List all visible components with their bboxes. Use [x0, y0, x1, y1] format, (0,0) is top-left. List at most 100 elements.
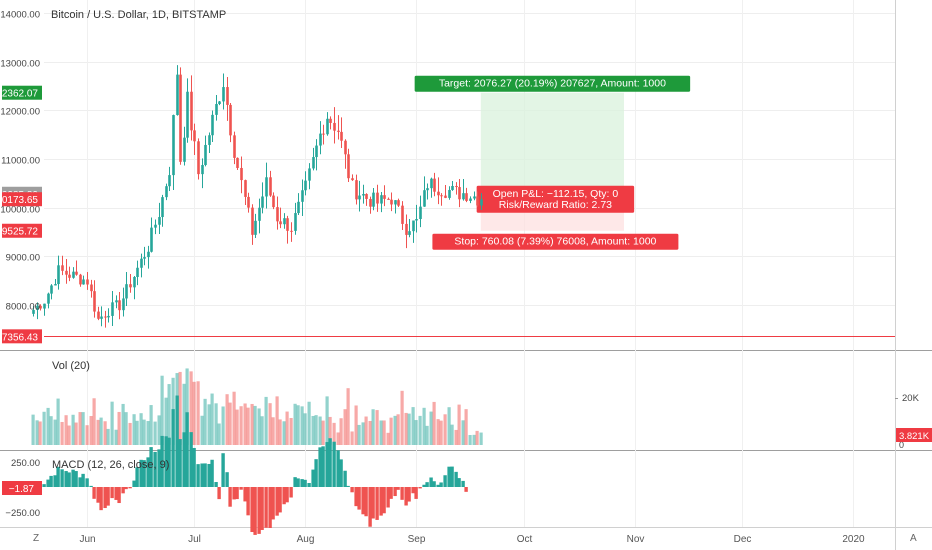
candle-body	[226, 87, 229, 105]
volume-bar	[282, 421, 286, 445]
macd-bar	[268, 487, 272, 528]
candle-body	[218, 101, 221, 105]
macd-bar	[422, 484, 426, 487]
auto-scale-icon[interactable]: A	[910, 533, 917, 544]
candle-body	[408, 231, 411, 235]
candle-body	[90, 284, 93, 292]
candle-body	[344, 140, 347, 155]
candle-body	[179, 74, 182, 162]
macd-bar	[178, 439, 182, 487]
candle-body	[240, 167, 243, 181]
macd-bar	[78, 477, 82, 487]
volume-bar	[42, 411, 46, 445]
macd-bar	[243, 487, 247, 502]
candle-body	[107, 315, 110, 318]
volume-bar	[472, 434, 476, 445]
candle-body	[365, 193, 368, 199]
volume-bar	[117, 411, 121, 445]
macd-bar	[260, 487, 264, 530]
candle-body	[118, 300, 121, 311]
candle-body	[147, 251, 150, 258]
macd-last-label: −1.87	[9, 484, 35, 495]
volume-bar	[468, 435, 472, 445]
candle-body	[405, 223, 408, 235]
macd-bar	[235, 487, 239, 500]
time-tick-label: Sep	[408, 534, 426, 545]
candle-body	[462, 193, 465, 200]
macd-bar	[411, 487, 415, 494]
volume-bar	[343, 409, 347, 445]
candle-body	[258, 207, 261, 221]
macd-bar	[96, 487, 100, 503]
candle-body	[315, 145, 318, 158]
macd-tick-label: −250.00	[5, 508, 40, 519]
labels: 3.821K−1.8712362.0710285.8010173.659525.…	[0, 85, 932, 495]
candle-body	[433, 178, 436, 192]
time-tick-label: Jun	[79, 534, 95, 545]
candle-body	[72, 271, 75, 278]
candle-body	[333, 122, 336, 131]
volume-bar	[185, 368, 189, 445]
macd-bar	[135, 467, 139, 487]
target-label-box	[414, 75, 691, 92]
macd-last-tag	[2, 481, 42, 495]
candle-body	[401, 205, 404, 224]
macd-bar	[336, 450, 340, 487]
candle-body	[276, 207, 279, 222]
volume-bar	[60, 421, 64, 445]
volume-bar	[210, 393, 214, 445]
volume-bar	[354, 405, 358, 445]
volume-bar	[214, 403, 218, 445]
macd-bar	[175, 395, 179, 487]
macd-bar	[128, 487, 132, 489]
time-tick-label: Nov	[627, 534, 645, 545]
macd-bar	[64, 471, 68, 487]
macd-bar	[160, 435, 164, 487]
candle-body	[304, 180, 307, 191]
macd-bar	[354, 487, 358, 507]
volume-bar	[425, 425, 429, 445]
macd-bar	[74, 471, 78, 487]
candle-body	[476, 196, 479, 206]
volume-bar	[46, 407, 50, 445]
macd-bar	[332, 441, 336, 487]
macd-bar	[450, 466, 454, 487]
macd-bar	[132, 480, 136, 487]
macd-bar	[228, 487, 232, 507]
price-tag-label: 7356.43	[2, 332, 39, 343]
volume-bar	[404, 412, 408, 445]
candle-body	[136, 267, 139, 277]
volume-bar	[221, 406, 225, 445]
volume-bar	[339, 418, 343, 445]
price-tag-label: 12362.07	[0, 89, 38, 100]
macd-bar	[447, 466, 451, 487]
zoom-icon[interactable]: Z	[33, 533, 39, 544]
candle-body	[215, 104, 218, 115]
candle-body	[47, 293, 50, 304]
volume-bar	[106, 428, 110, 445]
macd-bar	[393, 487, 397, 497]
price-tick-label: 9000.00	[6, 253, 40, 264]
position-tool[interactable]: Target: 2076.27 (20.19%) 207627, Amount:…	[414, 75, 691, 250]
macd-bar	[200, 463, 204, 487]
volume-bar	[217, 423, 221, 445]
macd-bar	[439, 482, 443, 487]
candle-body	[236, 157, 239, 168]
candle-body	[204, 144, 207, 166]
volume-bar	[196, 381, 200, 445]
candle-body	[172, 115, 175, 176]
macd-bar	[400, 487, 404, 500]
macd-bar	[185, 412, 189, 487]
price-tick-label: 11000.00	[1, 156, 40, 167]
macd-bar	[293, 477, 297, 487]
candle-body	[469, 198, 472, 201]
macd-bar	[110, 487, 114, 499]
macd-bar	[146, 457, 150, 487]
macd-bar	[214, 482, 218, 487]
macd-bar	[282, 487, 286, 505]
candle-body	[294, 213, 297, 231]
candle-body	[380, 195, 383, 204]
volume-bar	[110, 401, 114, 445]
candle-body	[383, 195, 386, 199]
